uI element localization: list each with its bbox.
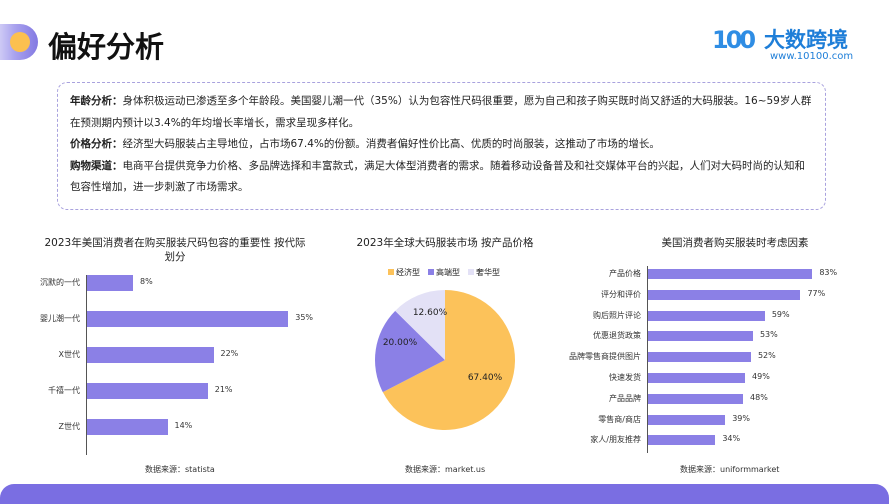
summary-price: 价格分析：经济型大码服装占主导地位，占市场67.4%的份额。消费者偏好性价比高、…	[70, 134, 813, 156]
legend-item: 奢华型	[468, 267, 500, 278]
legend-label: 高端型	[436, 268, 460, 277]
value-label: 59%	[771, 309, 790, 319]
chart2-source: 数据来源：market.us	[405, 465, 486, 474]
footer-band	[0, 484, 889, 504]
category-label: 千禧一代	[48, 386, 80, 395]
value-label: 52%	[757, 351, 776, 361]
summary-text: 电商平台提供竞争力价格、多品牌选择和丰富款式，满足大体型消费者的需求。随着移动设…	[70, 159, 805, 194]
category-label: 沉默的一代	[40, 278, 80, 287]
legend-item: 高端型	[428, 267, 460, 278]
bar	[648, 269, 813, 279]
category-label: 产品价格	[609, 269, 641, 278]
legend-item: 经济型	[388, 267, 420, 278]
value-label: 21%	[214, 385, 233, 394]
bar	[648, 373, 746, 383]
pie-label: 12.60%	[413, 308, 448, 318]
pie-slice-2	[375, 310, 445, 393]
category-label: 快速发货	[609, 373, 641, 382]
chart1-axis	[86, 275, 87, 455]
legend-swatch	[468, 269, 474, 275]
bar	[87, 347, 214, 363]
page-title: 偏好分析	[48, 30, 165, 64]
summary-text: 经济型大码服装占主导地位，占市场67.4%的份额。消费者偏好性价比高、优质的时尚…	[122, 138, 660, 150]
summary-age: 年龄分析：身体积极运动已渗透至多个年龄段。美国婴儿潮一代（35%）认为包容性尺码…	[70, 91, 813, 134]
summary-box: 年龄分析：身体积极运动已渗透至多个年龄段。美国婴儿潮一代（35%）认为包容性尺码…	[57, 82, 826, 210]
legend-label: 奢华型	[476, 268, 500, 277]
bar	[648, 435, 716, 446]
chart1-source: 数据来源：statista	[145, 465, 215, 474]
header-decoration	[0, 24, 38, 60]
bar	[648, 414, 726, 425]
logo-mark: 100	[712, 26, 756, 54]
value-label: 83%	[819, 268, 838, 277]
summary-text: 身体积极运动已渗透至多个年龄段。美国婴儿潮一代（35%）认为包容性尺码很重要，愿…	[70, 95, 812, 129]
chart3-source: 数据来源：uniformmarket	[680, 465, 780, 474]
value-label: 8%	[140, 277, 153, 286]
chart3-title: 美国消费者购买服装时考虑因素	[661, 237, 809, 249]
category-label: 零售商/商店	[598, 414, 641, 424]
value-label: 22%	[220, 349, 239, 358]
logo: 100 大数跨境 www.10100.com	[712, 24, 862, 66]
category-label: Z世代	[58, 422, 80, 431]
value-label: 39%	[732, 413, 750, 423]
bar	[648, 331, 753, 342]
bar	[648, 393, 744, 404]
summary-label: 购物渠道：	[70, 159, 123, 172]
value-label: 53%	[759, 330, 778, 340]
category-label: 评分和评价	[601, 289, 641, 299]
chart3-axis	[647, 266, 648, 454]
category-label: 品牌零售商提供图片	[569, 352, 641, 362]
bar	[648, 310, 765, 321]
summary-label: 年龄分析：	[70, 95, 123, 107]
legend-label: 经济型	[396, 268, 420, 277]
summary-label: 价格分析：	[70, 138, 123, 150]
logo-url: www.10100.com	[770, 51, 854, 62]
bar	[87, 383, 208, 399]
value-label: 34%	[722, 434, 741, 444]
bar	[648, 289, 801, 300]
pie-label: 20.00%	[383, 338, 418, 348]
bar	[87, 275, 133, 291]
category-label: 家人/朋友推荐	[590, 435, 641, 445]
legend-swatch	[428, 269, 434, 275]
value-label: 49%	[752, 372, 770, 381]
chart1-title: 2023年美国消费者在购买服装尺码包容的重要性 按代际划分	[44, 237, 306, 263]
category-label: 购后照片评论	[593, 310, 641, 320]
chart2-pie: 67.40% 20.00% 12.60%	[375, 290, 515, 430]
category-label: X世代	[58, 350, 80, 359]
category-label: 婴儿潮一代	[40, 314, 80, 323]
chart2-title: 2023年全球大码服装市场 按产品价格	[356, 237, 534, 249]
value-label: 14%	[174, 421, 193, 430]
category-label: 优惠退货政策	[593, 331, 641, 341]
bar	[87, 419, 168, 435]
bar	[648, 352, 751, 363]
logo-name: 大数跨境	[764, 28, 848, 52]
accent-dot	[10, 32, 30, 52]
category-label: 产品品牌	[609, 393, 641, 403]
bar	[87, 311, 289, 327]
legend-swatch	[388, 269, 394, 275]
value-label: 48%	[750, 392, 768, 402]
summary-channel: 购物渠道：电商平台提供竞争力价格、多品牌选择和丰富款式，满足大体型消费者的需求。…	[70, 156, 813, 199]
pie-slice-3	[395, 290, 445, 360]
pie-label: 67.40%	[468, 373, 503, 383]
value-label: 35%	[295, 313, 314, 322]
chart2-legend: 经济型 高端型 奢华型	[388, 267, 500, 278]
pie-slice-1	[382, 290, 515, 430]
value-label: 77%	[807, 288, 826, 298]
